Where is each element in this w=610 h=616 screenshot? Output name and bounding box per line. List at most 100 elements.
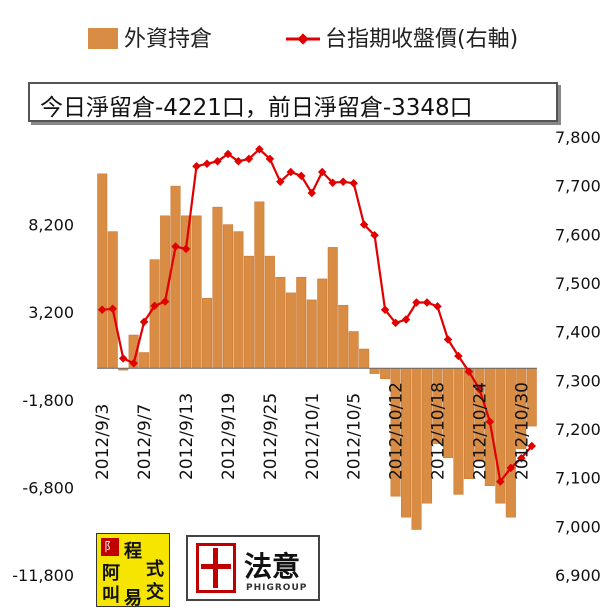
- bar: [222, 224, 233, 369]
- bar: [254, 201, 265, 369]
- logo1-char: 叫: [102, 585, 120, 606]
- price-point: [527, 441, 537, 451]
- bar: [359, 348, 370, 369]
- logo1-char: 阿: [102, 563, 120, 584]
- price-point: [276, 177, 285, 187]
- price-point: [370, 231, 379, 240]
- bar: [275, 276, 286, 369]
- price-point: [464, 367, 474, 376]
- price-point: [433, 302, 442, 311]
- right-axis-tick-label: 7,700: [555, 177, 601, 196]
- price-point: [380, 305, 390, 315]
- x-axis-date-label: 2012/9/25: [261, 393, 281, 480]
- bar: [411, 368, 422, 530]
- price-point: [255, 144, 264, 154]
- price-point: [150, 301, 159, 311]
- bar: [338, 304, 349, 369]
- x-axis-date-label: 2012/9/3: [93, 404, 113, 480]
- price-point: [317, 167, 327, 177]
- logo1-char: 式: [146, 559, 164, 580]
- price-point: [108, 304, 117, 314]
- price-point: [213, 157, 222, 166]
- right-axis-tick-label: 7,500: [555, 274, 601, 293]
- bar: [380, 368, 391, 380]
- bar: [97, 173, 108, 369]
- program-trading-logo: 阝 程 式 阿 交 叫 易: [96, 533, 170, 609]
- bar: [160, 215, 171, 369]
- x-axis-date-label: 2012/10/5: [345, 393, 365, 480]
- bar: [317, 278, 328, 369]
- right-axis-tick-label: 7,300: [555, 371, 601, 390]
- x-axis-date-label: 2012/10/24: [470, 382, 490, 480]
- phigroup-name: 法意: [244, 550, 301, 583]
- right-axis-tick-label: 7,100: [555, 469, 601, 488]
- price-point: [359, 220, 369, 229]
- price-point: [171, 242, 180, 251]
- price-point: [118, 354, 128, 363]
- bar: [296, 276, 307, 369]
- bar: [306, 299, 317, 369]
- bar: [233, 231, 244, 369]
- bar: [191, 215, 202, 369]
- price-point: [244, 154, 254, 164]
- bar: [369, 368, 380, 374]
- logo1-char: 易: [124, 588, 142, 609]
- price-point: [307, 188, 317, 198]
- x-axis-date-label: 2012/9/7: [135, 404, 155, 480]
- legend-line-marker: [297, 33, 309, 45]
- price-point: [506, 463, 516, 473]
- left-axis-tick-label: -11,800: [12, 566, 74, 585]
- price-point: [349, 178, 358, 188]
- right-axis-tick-label: 7,600: [555, 225, 601, 244]
- x-axis-date-label: 2012/10/18: [429, 382, 449, 480]
- price-point: [202, 159, 212, 169]
- price-line: [102, 148, 533, 483]
- bar: [202, 297, 213, 369]
- price-point: [181, 244, 191, 254]
- price-point: [338, 177, 348, 187]
- price-point: [443, 335, 453, 344]
- legend-bar-swatch: [88, 28, 118, 49]
- price-point: [328, 178, 337, 187]
- left-axis-tick-label: 8,200: [28, 216, 74, 235]
- price-point: [160, 297, 170, 306]
- price-point: [412, 298, 421, 307]
- bar: [327, 247, 338, 369]
- legend-line-label: 台指期收盤價(右軸): [325, 27, 518, 52]
- x-axis-date-label: 2012/10/30: [512, 382, 532, 480]
- price-point: [286, 167, 296, 177]
- price-point: [454, 351, 463, 361]
- bar: [285, 292, 296, 369]
- x-axis-date-label: 2012/9/13: [177, 393, 197, 480]
- left-axis-tick-label: -6,800: [22, 478, 74, 497]
- phigroup-logo: 法意 PHIGROUP: [186, 535, 320, 601]
- left-axis-tick-label: 3,200: [28, 303, 74, 322]
- phigroup-mark-icon: [196, 543, 236, 593]
- logo1-char: 交: [146, 582, 164, 603]
- bar: [107, 231, 118, 369]
- x-axis-date-label: 2012/10/1: [303, 393, 323, 480]
- price-point: [391, 318, 400, 328]
- bar: [264, 255, 275, 369]
- price-point: [129, 359, 138, 368]
- price-point: [223, 149, 233, 159]
- price-point: [234, 157, 243, 166]
- right-axis-tick-label: 7,200: [555, 420, 601, 439]
- net-position-banner: 今日淨留倉-4221口，前日淨留倉-3348口: [28, 82, 558, 122]
- price-point: [517, 453, 526, 463]
- right-axis-tick-label: 7,800: [555, 128, 601, 147]
- net-position-text: 今日淨留倉-4221口，前日淨留倉-3348口: [40, 95, 473, 121]
- bar: [212, 206, 223, 369]
- right-axis-tick-label: 7,400: [555, 323, 601, 342]
- logo1-char: 程: [124, 541, 142, 562]
- price-point: [297, 171, 306, 181]
- bar: [181, 215, 192, 369]
- bar: [348, 331, 359, 369]
- bar: [139, 352, 150, 369]
- legend: 外資持倉 台指期收盤價(右軸): [88, 27, 518, 52]
- bar: [453, 368, 464, 495]
- right-axis-tick-label: 7,000: [555, 517, 601, 536]
- price-point: [97, 305, 107, 315]
- bar: [243, 255, 254, 369]
